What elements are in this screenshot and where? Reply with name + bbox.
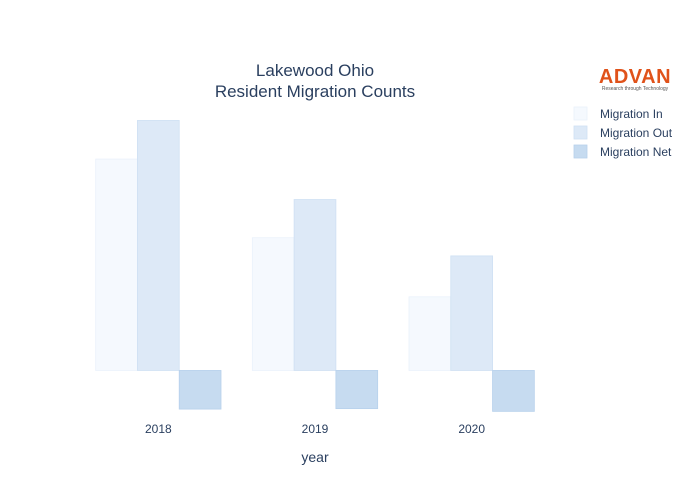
chart-subtitle: Resident Migration Counts [215,82,415,101]
bar-migration-out-2019[interactable] [293,199,337,371]
bar-migration-out-2020[interactable] [450,255,493,371]
legend-label: Migration Net [600,145,672,159]
legend-swatch [573,144,588,159]
logo-tagline: Research through Technology [602,86,669,92]
bar-migration-net-2020[interactable] [492,370,535,412]
chart-title: Lakewood Ohio [256,61,374,80]
legend-swatch [573,125,588,140]
x-tick-label: 2018 [145,422,172,436]
bar-migration-net-2019[interactable] [335,370,379,410]
bar-migration-net-2018[interactable] [178,370,222,410]
legend[interactable]: Migration In Migration Out Migration Net [573,106,673,159]
legend-item-migration-in[interactable]: Migration In [573,106,663,121]
bar-migration-in-2020[interactable] [408,296,452,371]
x-tick-labels: 2018 2019 2020 [145,422,485,436]
bar-migration-in-2018[interactable] [95,158,138,371]
x-tick-label: 2020 [458,422,485,436]
x-tick-label: 2019 [302,422,329,436]
bar-migration-out-2018[interactable] [137,120,180,371]
bars-layer [95,120,535,412]
legend-item-migration-net[interactable]: Migration Net [573,144,672,159]
legend-swatch [573,106,588,121]
x-axis-title: year [301,449,329,465]
advan-logo: ADVAN Research through Technology [599,66,671,92]
legend-label: Migration In [600,107,663,121]
bar-migration-in-2019[interactable] [251,237,295,371]
legend-item-migration-out[interactable]: Migration Out [573,125,673,140]
legend-label: Migration Out [600,126,673,140]
logo-wordmark: ADVAN [599,66,671,88]
